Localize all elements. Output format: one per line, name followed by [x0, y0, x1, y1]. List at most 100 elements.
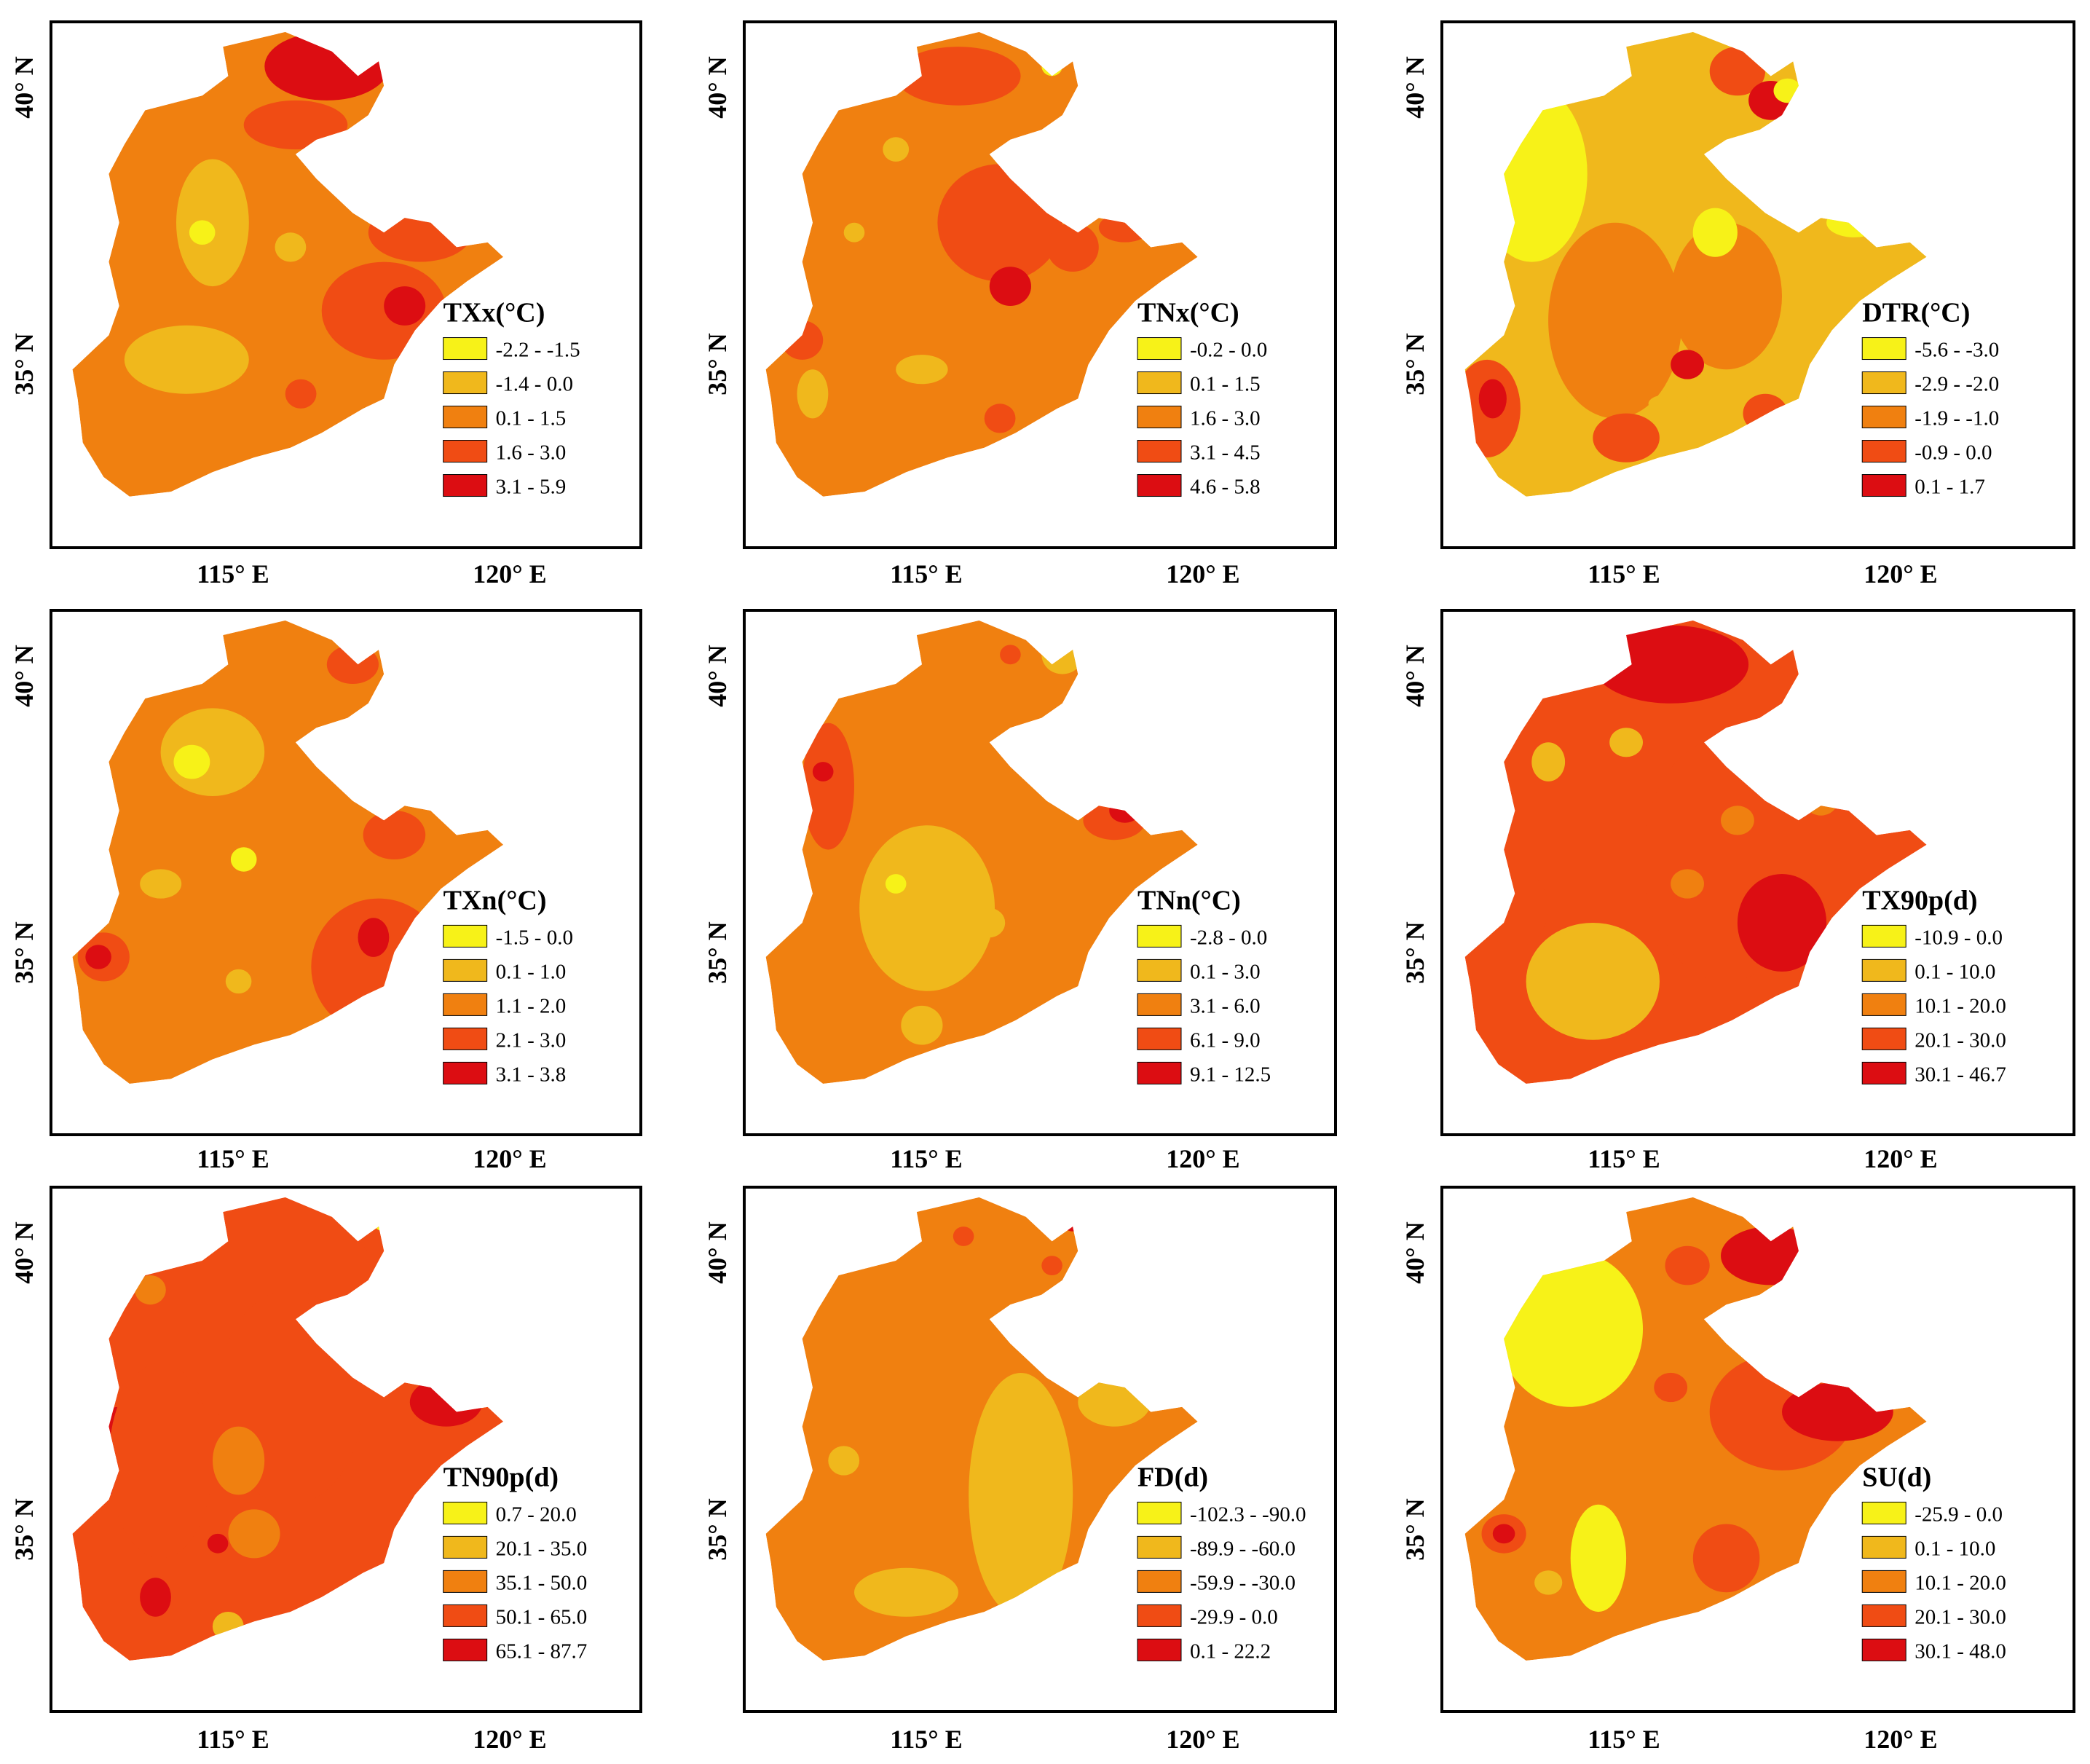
- legend-swatch: [1137, 406, 1182, 429]
- y-tick-label: 35° N: [703, 921, 732, 983]
- x-tick-label: 120° E: [1166, 1725, 1239, 1754]
- legend-swatch: [1137, 337, 1182, 361]
- contour-zone: [843, 222, 865, 243]
- map-panel-txx: TXx(°C) -2.2 - -1.5 -1.4 - 0.0 0.1 - 1.5 1.6…: [9, 20, 642, 588]
- y-tick-label: 40° N: [9, 1221, 39, 1283]
- contour-zone: [1593, 625, 1749, 704]
- legend-label: 30.1 - 46.7: [1914, 1063, 2006, 1086]
- contour-zone: [1692, 1524, 1760, 1593]
- legend-label: -2.2 - -1.5: [496, 339, 580, 362]
- legend-swatch: [443, 924, 488, 948]
- legend-label: 4.6 - 5.8: [1190, 476, 1261, 499]
- legend-swatch: [1137, 440, 1182, 463]
- contour-zone: [1737, 874, 1827, 972]
- legend-label: 1.6 - 3.0: [1190, 407, 1261, 430]
- legend-swatch: [1861, 1570, 1906, 1593]
- contour-zone: [854, 1567, 958, 1617]
- y-tick-label: 35° N: [1400, 921, 1430, 983]
- map-panel-fd: FD(d) -102.3 - -90.0 -89.9 - -60.0 -59.9 - …: [703, 1186, 1337, 1754]
- legend-label: 1.1 - 2.0: [496, 994, 567, 1017]
- legend-swatch: [1861, 1638, 1906, 1661]
- x-tick-label: 120° E: [1864, 559, 1937, 588]
- legend-label: 0.7 - 20.0: [496, 1503, 577, 1526]
- map-panel-txn: TXn(°C) -1.5 - 0.0 0.1 - 1.0 1.1 - 2.0 2.1 -…: [9, 609, 642, 1173]
- legend-swatch: [443, 1061, 488, 1084]
- legend-swatch: [1861, 924, 1906, 948]
- legend-swatch: [1861, 1535, 1906, 1559]
- legend-title: DTR(°C): [1862, 298, 1970, 328]
- legend-label: 2.1 - 3.0: [496, 1028, 567, 1052]
- legend-swatch: [443, 440, 488, 463]
- legend-swatch: [1137, 993, 1182, 1016]
- y-tick-label: 35° N: [1400, 1498, 1430, 1560]
- legend-label: -0.9 - 0.0: [1914, 441, 1992, 465]
- contour-zone: [1534, 1570, 1563, 1595]
- legend-label: -89.9 - -60.0: [1190, 1537, 1296, 1560]
- contour-zone: [1498, 1251, 1643, 1407]
- contour-zone: [1654, 1372, 1688, 1403]
- legend-swatch: [1861, 958, 1906, 982]
- map-panel-dtr: DTR(°C) -5.6 - -3.0 -2.9 - -2.0 -1.9 - -1.0…: [1400, 20, 2075, 588]
- x-tick-label: 115° E: [890, 559, 962, 588]
- legend-label: 0.1 - 1.0: [496, 960, 567, 983]
- contour-zone: [984, 403, 1016, 433]
- contour-zone: [896, 47, 1021, 106]
- legend-title: TX90p(d): [1862, 885, 1977, 916]
- y-tick-label: 40° N: [703, 1221, 732, 1283]
- legend-swatch: [443, 1535, 488, 1559]
- contour-zone: [160, 708, 265, 796]
- y-tick-label: 35° N: [9, 333, 39, 395]
- legend-swatch: [1137, 474, 1182, 497]
- map-panel-tx90p: TX90p(d) -10.9 - 0.0 0.1 - 10.0 10.1 - 20.0…: [1400, 609, 2075, 1173]
- legend-label: 3.1 - 5.9: [496, 476, 567, 499]
- contour-zone: [1665, 1245, 1710, 1285]
- contour-zone: [176, 159, 249, 287]
- contour-zone: [1000, 645, 1021, 665]
- y-tick-label: 40° N: [1400, 645, 1430, 706]
- legend-swatch: [1861, 993, 1906, 1016]
- legend-label: 50.1 - 65.0: [496, 1605, 588, 1629]
- legend-title: SU(d): [1862, 1462, 1931, 1492]
- legend-swatch: [1137, 1638, 1182, 1661]
- legend-label: -10.9 - 0.0: [1914, 926, 2003, 949]
- contour-zone: [896, 355, 948, 385]
- contour-zone: [1671, 869, 1705, 899]
- map-region-tnx: [765, 31, 1198, 497]
- x-tick-label: 120° E: [473, 1725, 546, 1754]
- contour-zone: [225, 969, 252, 994]
- contour-zone: [1531, 742, 1566, 781]
- contour-zone: [1526, 923, 1660, 1040]
- map-panel-su: SU(d) -25.9 - 0.0 0.1 - 10.0 10.1 - 20.0 20.…: [1400, 1186, 2075, 1754]
- legend-swatch: [1137, 1501, 1182, 1524]
- map-panel-tn90p: TN90p(d) 0.7 - 20.0 20.1 - 35.0 35.1 - 50.0…: [9, 1186, 642, 1754]
- legend-swatch: [443, 993, 488, 1016]
- legend-title: TXn(°C): [443, 885, 547, 916]
- legend-swatch: [1137, 1570, 1182, 1593]
- x-tick-label: 120° E: [1166, 559, 1239, 588]
- legend-swatch: [443, 1638, 488, 1661]
- contour-zone: [1492, 1524, 1515, 1544]
- legend-swatch: [1861, 1061, 1906, 1084]
- contour-zone: [85, 945, 111, 969]
- x-tick-label: 120° E: [1864, 1725, 1937, 1754]
- legend-swatch: [443, 1604, 488, 1627]
- y-tick-label: 40° N: [703, 645, 732, 706]
- legend-title: TNn(°C): [1137, 885, 1241, 916]
- contour-zone: [901, 1005, 943, 1045]
- x-tick-label: 115° E: [1588, 1725, 1660, 1754]
- legend-swatch: [1861, 1604, 1906, 1627]
- legend-label: -29.9 - 0.0: [1190, 1605, 1278, 1629]
- contour-zone: [384, 286, 426, 326]
- contour-zone: [859, 825, 995, 991]
- x-tick-label: 115° E: [1588, 559, 1660, 588]
- y-tick-label: 35° N: [9, 1498, 39, 1560]
- legend-label: -59.9 - -30.0: [1190, 1571, 1296, 1594]
- legend-swatch: [1861, 406, 1906, 429]
- contour-zone: [883, 137, 910, 162]
- contour-zone: [1609, 728, 1644, 757]
- contour-zone: [189, 220, 216, 245]
- legend-label: 30.1 - 48.0: [1914, 1639, 2006, 1663]
- legend-swatch: [1861, 1027, 1906, 1050]
- legend-label: -25.9 - 0.0: [1914, 1503, 2003, 1526]
- legend-swatch: [443, 1027, 488, 1050]
